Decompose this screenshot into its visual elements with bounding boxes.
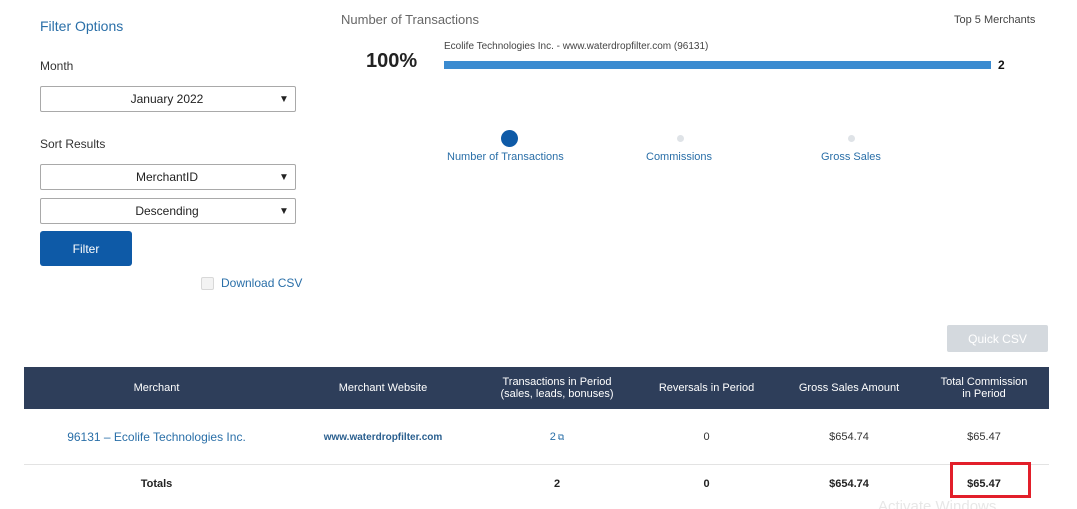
totals-commission: $65.47 xyxy=(967,478,1001,490)
sort-results-label: Sort Results xyxy=(40,137,106,151)
reversals-cell: 0 xyxy=(703,431,710,443)
month-select[interactable]: January 2022 ▼ xyxy=(40,86,296,112)
column-header-reversals[interactable]: Reversals in Period xyxy=(658,382,755,394)
metric-gross-sales-label[interactable]: Gross Sales xyxy=(821,151,881,163)
column-header-merchant[interactable]: Merchant xyxy=(133,382,180,394)
gross-sales-cell: $654.74 xyxy=(829,431,869,443)
month-label: Month xyxy=(40,59,74,73)
sort-by-value: MerchantID xyxy=(135,170,199,184)
row-divider xyxy=(24,464,1049,465)
transactions-count-link[interactable]: 2 xyxy=(549,431,556,443)
totals-label: Totals xyxy=(140,478,173,490)
totals-gross-sales: $654.74 xyxy=(829,478,869,490)
top-merchants-label: Top 5 Merchants xyxy=(954,14,1036,26)
totals-transactions: 2 xyxy=(553,478,561,490)
metric-commissions-dot[interactable] xyxy=(677,135,684,142)
month-select-value: January 2022 xyxy=(130,92,204,106)
sort-order-select[interactable]: Descending ▼ xyxy=(40,198,296,224)
metric-gross-sales-dot[interactable] xyxy=(848,135,855,142)
merchant-website-link[interactable]: www.waterdropfilter.com xyxy=(323,431,443,443)
chevron-down-icon: ▼ xyxy=(279,205,289,217)
transactions-cell[interactable]: 2 ⧉ xyxy=(482,428,632,446)
bar-track xyxy=(444,61,991,69)
chart-title: Number of Transactions xyxy=(341,12,480,27)
bar-percent-label: 100% xyxy=(366,50,418,72)
column-header-website[interactable]: Merchant Website xyxy=(338,382,428,394)
table-header: Merchant Merchant Website Transactions i… xyxy=(24,367,1049,409)
bar-value-label: 2 xyxy=(998,58,1005,72)
column-header-transactions[interactable]: Transactions in Period (sales, leads, bo… xyxy=(500,376,614,400)
totals-reversals: 0 xyxy=(703,478,710,490)
chevron-down-icon: ▼ xyxy=(279,171,289,183)
bar-category-label: Ecolife Technologies Inc. - www.waterdro… xyxy=(444,41,709,52)
metric-transactions-dot[interactable] xyxy=(501,130,518,147)
chevron-down-icon: ▼ xyxy=(279,93,289,105)
bar-mark xyxy=(444,61,991,69)
highlight-box xyxy=(950,462,1031,498)
metric-transactions-label[interactable]: Number of Transactions xyxy=(447,151,564,163)
filter-options-title: Filter Options xyxy=(40,18,124,34)
filter-button[interactable]: Filter xyxy=(40,231,132,266)
download-csv-checkbox[interactable] xyxy=(201,277,214,290)
quick-csv-button[interactable]: Quick CSV xyxy=(947,325,1048,352)
metric-commissions-label[interactable]: Commissions xyxy=(646,151,713,163)
column-header-gross-sales[interactable]: Gross Sales Amount xyxy=(798,382,900,394)
merchant-cell[interactable]: 96131 – Ecolife Technologies Inc. xyxy=(67,430,246,444)
popup-window-icon[interactable]: ⧉ xyxy=(557,431,565,442)
download-csv-link[interactable]: Download CSV xyxy=(221,276,303,290)
sort-order-value: Descending xyxy=(135,204,199,218)
column-header-commission[interactable]: Total Commission in Period xyxy=(940,376,1028,400)
commission-cell: $65.47 xyxy=(967,431,1001,443)
activate-windows-watermark: Activate Windows xyxy=(878,498,997,509)
sort-by-select[interactable]: MerchantID ▼ xyxy=(40,164,296,190)
